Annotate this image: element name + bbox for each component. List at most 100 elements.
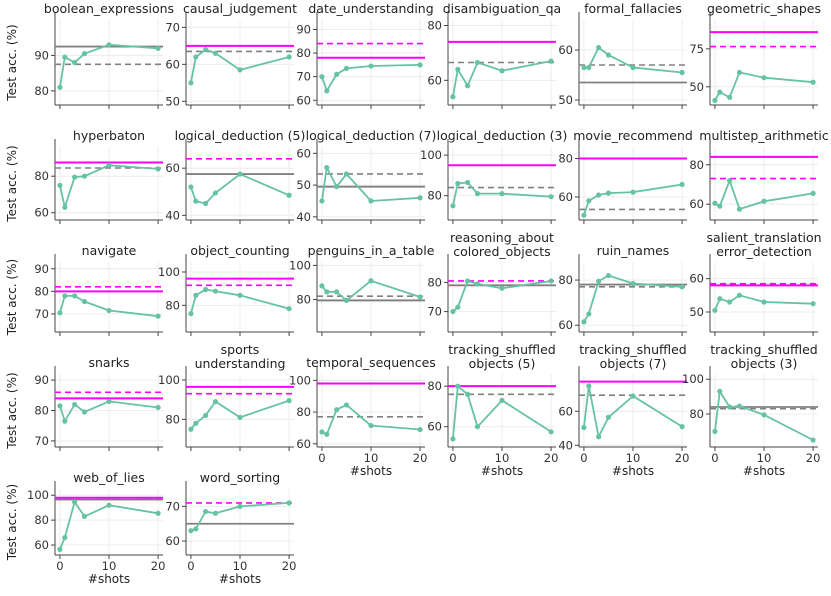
data-point: [62, 54, 68, 60]
data-point: [193, 292, 199, 298]
series-line: [190, 288, 290, 314]
data-point: [727, 177, 733, 184]
y-tick-label: 50: [165, 94, 180, 108]
data-point: [679, 69, 685, 76]
x-tick-label: 20: [151, 559, 166, 573]
data-point: [581, 424, 587, 431]
data-point: [212, 190, 219, 196]
data-point: [474, 59, 481, 66]
panel-title: logical_deduction (3): [437, 128, 568, 143]
series-line: [59, 43, 159, 88]
y-tick-label: 60: [427, 420, 442, 434]
y-tick-label: 70: [296, 70, 311, 84]
data-point: [203, 412, 209, 419]
y-tick-label: 80: [34, 84, 49, 98]
y-tick-label: 100: [27, 488, 49, 502]
data-point: [62, 293, 68, 299]
data-point: [106, 162, 112, 168]
data-point: [203, 286, 209, 293]
y-tick-label: 100: [682, 372, 704, 386]
data-point: [417, 294, 423, 300]
panel-hyperbaton: 60 80 hyperbaton Test acc. (%): [5, 128, 163, 224]
data-point: [810, 301, 816, 307]
data-point: [581, 212, 587, 218]
series-line: [59, 164, 159, 211]
data-point: [450, 308, 456, 315]
data-point: [193, 198, 199, 204]
panel-title: colored_objects: [453, 244, 550, 259]
data-point: [237, 414, 243, 421]
y-tick-label: 80: [34, 284, 49, 298]
y-axis-label: Test acc. (%): [5, 24, 19, 101]
x-tick-label: 10: [495, 451, 510, 465]
data-point: [455, 383, 461, 389]
data-point: [203, 46, 209, 53]
data-point: [679, 181, 685, 188]
x-tick-label: 0: [56, 559, 63, 573]
data-point: [548, 278, 554, 284]
y-tick-label: 80: [427, 275, 442, 289]
data-point: [499, 68, 505, 74]
data-point: [57, 182, 63, 188]
data-point: [499, 285, 505, 291]
data-point: [286, 500, 292, 506]
y-tick-label: 80: [558, 152, 573, 166]
y-tick-label: 100: [158, 373, 180, 387]
data-point: [343, 65, 350, 72]
panel-tracking-shuffled-objects-5-: 60 80 0 10 20 #shots tracking_shuffledobjects …: [427, 342, 558, 478]
y-tick-label: 50: [296, 178, 311, 192]
y-tick-label: 60: [558, 190, 573, 204]
data-point: [630, 189, 636, 195]
data-point: [72, 401, 78, 408]
x-tick-label: 20: [413, 451, 428, 465]
y-tick-label: 80: [34, 169, 49, 183]
data-point: [106, 307, 112, 314]
panel-boolean-expressions: 80 90 boolean_expressions Test acc. (%): [5, 1, 174, 109]
data-point: [717, 296, 723, 302]
data-point: [286, 306, 292, 312]
panel-ruin-names: 60 80 ruin_names: [558, 243, 687, 336]
data-point: [237, 292, 243, 298]
x-tick-label: 0: [711, 451, 718, 465]
y-tick-label: 40: [558, 438, 573, 452]
data-point: [712, 200, 718, 206]
data-point: [679, 424, 685, 430]
data-point: [57, 310, 63, 316]
data-point: [455, 66, 461, 72]
x-tick-label: 0: [449, 451, 456, 465]
data-point: [212, 399, 219, 405]
data-point: [596, 44, 602, 51]
series-line: [452, 384, 552, 439]
panel-logical-deduction-3-: 80 100 logical_deduction (3): [420, 128, 567, 224]
data-point: [319, 198, 325, 204]
series-line: [452, 181, 552, 206]
data-point: [474, 281, 481, 287]
panel-title: word_sorting: [200, 470, 281, 485]
y-tick-label: 60: [558, 43, 573, 57]
data-point: [717, 203, 723, 209]
y-tick-label: 80: [165, 412, 180, 426]
data-point: [548, 58, 554, 64]
data-point: [212, 50, 219, 56]
data-point: [465, 179, 471, 186]
panel-title: hyperbaton: [73, 128, 145, 143]
panel-title: objects (5): [469, 356, 536, 371]
data-point: [712, 97, 718, 104]
data-point: [286, 398, 292, 404]
data-point: [237, 171, 243, 177]
panel-title: boolean_expressions: [44, 1, 174, 16]
x-tick-label: 10: [364, 451, 379, 465]
data-point: [450, 94, 456, 100]
y-tick-label: 50: [689, 305, 704, 319]
y-axis-label: Test acc. (%): [5, 372, 19, 449]
y-tick-label: 100: [420, 148, 442, 162]
panel-title: temporal_sequences: [306, 355, 436, 370]
panel-title: reasoning_about: [450, 230, 554, 245]
y-tick-label: 70: [427, 305, 442, 319]
y-tick-label: 50: [558, 93, 573, 107]
y-tick-label: 70: [34, 307, 49, 321]
